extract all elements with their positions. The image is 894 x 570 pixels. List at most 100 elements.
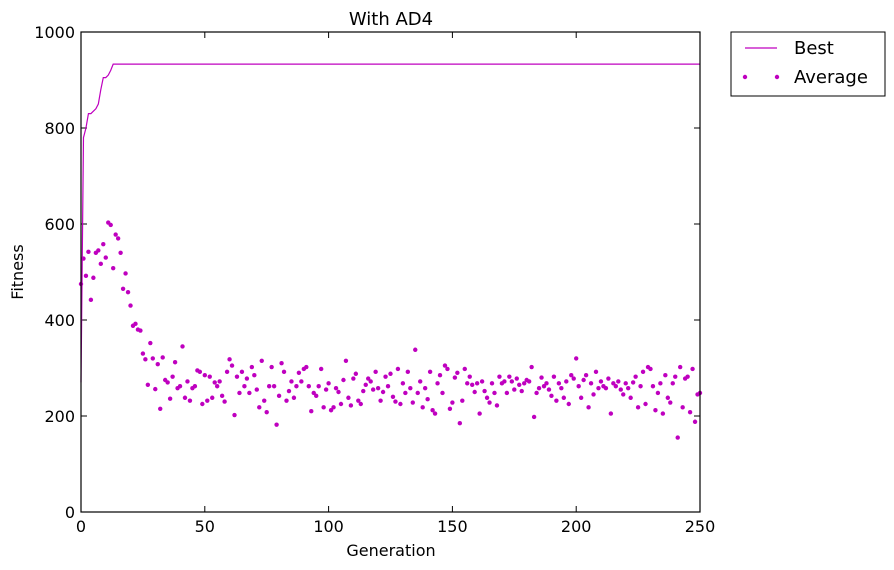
average-point (343, 358, 349, 363)
average-point (351, 376, 356, 381)
average-point (138, 328, 143, 333)
average-point (338, 401, 344, 407)
x-tick-label: 50 (195, 517, 215, 536)
average-point (467, 374, 472, 379)
average-point (630, 380, 636, 385)
average-point (81, 256, 86, 261)
average-point (110, 265, 116, 271)
average-point (465, 381, 470, 386)
average-point (509, 379, 515, 384)
average-point (373, 369, 378, 375)
average-point (403, 390, 408, 396)
average-point (224, 369, 230, 375)
average-point (366, 376, 371, 381)
average-point (400, 381, 406, 386)
average-point (526, 379, 532, 384)
average-point (264, 409, 269, 415)
average-point (219, 393, 225, 399)
average-point (492, 390, 497, 396)
legend-frame (730, 31, 886, 97)
average-point (635, 405, 641, 410)
average-point (556, 381, 562, 386)
average-point (341, 377, 346, 383)
y-tick-label: 1000 (34, 23, 75, 42)
average-point (625, 385, 631, 391)
average-point (596, 385, 601, 391)
average-point (398, 401, 403, 407)
average-point (96, 248, 101, 253)
average-point (648, 366, 653, 372)
average-point (536, 385, 542, 391)
average-point (296, 370, 302, 375)
legend-average-swatch-dot (742, 74, 748, 80)
average-point (445, 366, 450, 372)
average-point (101, 241, 106, 247)
average-point (460, 398, 465, 403)
average-point (447, 406, 453, 411)
y-tick-label: 200 (44, 407, 75, 426)
average-point (534, 390, 539, 396)
chart-title: With AD4 (349, 9, 433, 30)
legend-average-label: Average (794, 67, 868, 88)
average-point (677, 364, 683, 370)
average-point (83, 273, 89, 279)
average-point (291, 395, 297, 400)
average-point (286, 388, 292, 394)
average-point (413, 347, 418, 352)
average-point (566, 401, 571, 407)
average-point (564, 379, 569, 384)
average-point (328, 408, 334, 413)
average-point (187, 398, 193, 403)
average-point (333, 385, 339, 391)
average-point (380, 389, 386, 395)
average-point (504, 390, 510, 396)
average-point (415, 390, 420, 396)
average-point (323, 387, 329, 392)
average-point (559, 385, 564, 391)
average-point (576, 384, 581, 389)
average-point (214, 384, 220, 389)
average-point (640, 369, 646, 375)
average-point (687, 409, 693, 415)
average-point (232, 412, 237, 418)
average-point (675, 435, 680, 440)
average-point (158, 406, 163, 411)
average-point (222, 399, 227, 404)
average-point (623, 381, 628, 386)
average-point (210, 395, 215, 400)
average-point (91, 275, 96, 280)
average-point (361, 388, 366, 394)
average-point (690, 366, 695, 372)
average-point (569, 373, 574, 378)
average-point (487, 400, 492, 405)
average-point (318, 366, 324, 372)
average-point (405, 369, 411, 375)
average-point (422, 385, 428, 391)
average-point (309, 409, 314, 414)
average-point (98, 261, 104, 267)
average-point (348, 403, 354, 408)
average-point (616, 379, 621, 384)
average-point (410, 400, 415, 405)
average-point (440, 390, 445, 396)
average-point (197, 369, 203, 375)
average-point (304, 364, 309, 370)
average-point (202, 373, 207, 378)
average-point (472, 389, 477, 395)
average-point (368, 379, 373, 384)
average-point (378, 398, 383, 403)
average-point (326, 381, 331, 386)
average-point (474, 381, 480, 386)
average-point (115, 236, 121, 241)
average-point (450, 400, 455, 405)
average-point (316, 384, 321, 389)
y-tick-label: 600 (44, 215, 75, 234)
axis-ticks: 0 50 100 150 200 250 0 200 400 600 800 1000 (34, 23, 715, 536)
plot-frame (80, 31, 701, 513)
x-tick-label: 200 (561, 517, 592, 536)
average-point (571, 376, 576, 381)
average-point (598, 379, 604, 384)
average-point (254, 387, 259, 392)
average-point (229, 363, 235, 368)
